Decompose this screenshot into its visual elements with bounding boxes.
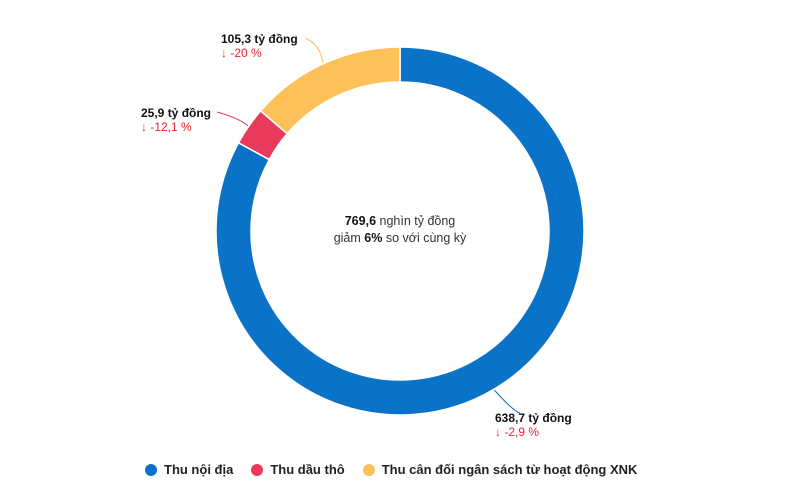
connector-thu-dau-tho xyxy=(216,111,249,127)
legend-dot-thu-xnk xyxy=(362,463,375,476)
slice-change-thu-xnk: ↓ -20 % xyxy=(221,46,262,60)
slice-value-thu-xnk: 105,3 tỷ đồng xyxy=(221,32,298,46)
slice-change-thu-noi-dia: ↓ -2,9 % xyxy=(495,425,540,439)
center-change-value: 6% xyxy=(364,231,383,245)
donut-slice-thu-noi-dia[interactable] xyxy=(215,46,585,416)
legend-label-thu-dau-tho: Thu dầu thô xyxy=(270,462,345,477)
slice-label-thu-dau-tho: 25,9 tỷ đồng ↓ -12,1 % xyxy=(141,106,211,134)
donut-slice-thu-xnk[interactable] xyxy=(259,46,401,135)
connector-thu-noi-dia xyxy=(494,389,521,414)
legend-item-thu-noi-dia[interactable]: Thu nội địa xyxy=(145,462,233,477)
legend-item-thu-xnk[interactable]: Thu cân đối ngân sách từ hoạt động XNK xyxy=(362,462,638,477)
slice-label-thu-xnk: 105,3 tỷ đồng ↓ -20 % xyxy=(221,32,298,60)
center-change-prefix: giảm xyxy=(333,231,365,245)
center-total-unit: nghìn tỷ đồng xyxy=(376,214,456,228)
slice-value-thu-noi-dia: 638,7 tỷ đồng xyxy=(495,411,572,425)
center-change-suffix: so với cùng kỳ xyxy=(382,231,467,245)
legend-dot-thu-dau-tho xyxy=(251,463,264,476)
center-total-value: 769,6 xyxy=(344,214,377,228)
slice-change-thu-dau-tho: ↓ -12,1 % xyxy=(141,120,192,134)
slice-label-thu-noi-dia: 638,7 tỷ đồng ↓ -2,9 % xyxy=(495,411,572,439)
legend-dot-thu-noi-dia xyxy=(145,463,157,476)
legend-label-thu-noi-dia: Thu nội địa xyxy=(164,462,234,477)
connector-thu-xnk xyxy=(304,37,324,63)
legend: Thu nội địa Thu dầu thô Thu cân đối ngân… xyxy=(145,462,637,477)
legend-item-thu-dau-tho[interactable]: Thu dầu thô xyxy=(251,462,345,477)
slice-value-thu-dau-tho: 25,9 tỷ đồng xyxy=(141,106,212,120)
center-summary: 769,6 nghìn tỷ đồng giảm 6% so với cùng … xyxy=(290,213,510,247)
legend-label-thu-xnk: Thu cân đối ngân sách từ hoạt động XNK xyxy=(381,462,638,477)
